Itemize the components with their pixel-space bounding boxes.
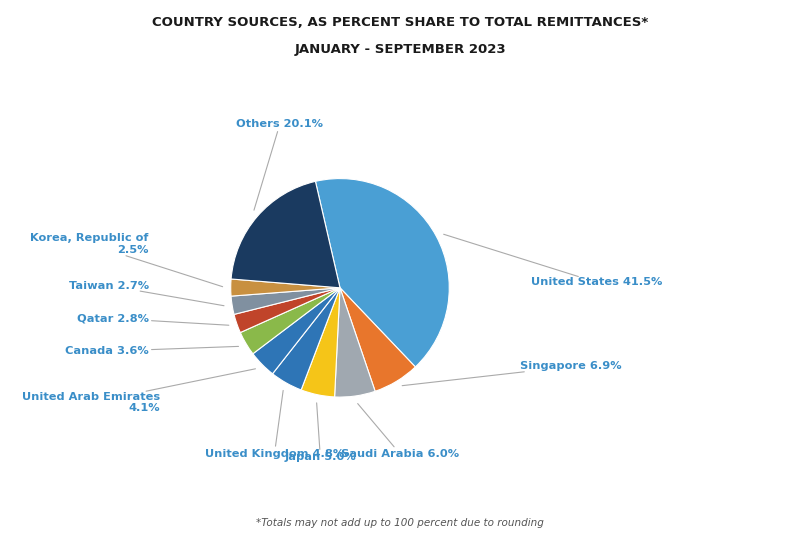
Text: COUNTRY SOURCES, AS PERCENT SHARE TO TOTAL REMITTANCES*: COUNTRY SOURCES, AS PERCENT SHARE TO TOT… bbox=[152, 16, 648, 29]
Wedge shape bbox=[340, 288, 415, 391]
Text: Canada 3.6%: Canada 3.6% bbox=[65, 346, 238, 356]
Wedge shape bbox=[230, 279, 340, 296]
Wedge shape bbox=[301, 288, 340, 397]
Text: United Arab Emirates
4.1%: United Arab Emirates 4.1% bbox=[22, 369, 255, 414]
Text: Qatar 2.8%: Qatar 2.8% bbox=[77, 313, 229, 325]
Text: United Kingdom 4.8%: United Kingdom 4.8% bbox=[205, 391, 344, 459]
Wedge shape bbox=[231, 288, 340, 314]
Text: Others 20.1%: Others 20.1% bbox=[237, 119, 323, 210]
Text: JANUARY - SEPTEMBER 2023: JANUARY - SEPTEMBER 2023 bbox=[294, 43, 506, 55]
Wedge shape bbox=[234, 288, 340, 333]
Wedge shape bbox=[315, 179, 450, 367]
Text: Singapore 6.9%: Singapore 6.9% bbox=[402, 361, 622, 386]
Text: Japan 5.0%: Japan 5.0% bbox=[285, 403, 356, 462]
Wedge shape bbox=[273, 288, 340, 390]
Wedge shape bbox=[253, 288, 340, 374]
Text: Taiwan 2.7%: Taiwan 2.7% bbox=[69, 281, 224, 306]
Text: *Totals may not add up to 100 percent due to rounding: *Totals may not add up to 100 percent du… bbox=[256, 518, 544, 528]
Wedge shape bbox=[334, 288, 375, 397]
Text: United States 41.5%: United States 41.5% bbox=[444, 235, 662, 287]
Text: Korea, Republic of
2.5%: Korea, Republic of 2.5% bbox=[30, 233, 222, 287]
Text: Saudi Arabia 6.0%: Saudi Arabia 6.0% bbox=[341, 403, 459, 459]
Wedge shape bbox=[231, 181, 340, 288]
Wedge shape bbox=[240, 288, 340, 354]
